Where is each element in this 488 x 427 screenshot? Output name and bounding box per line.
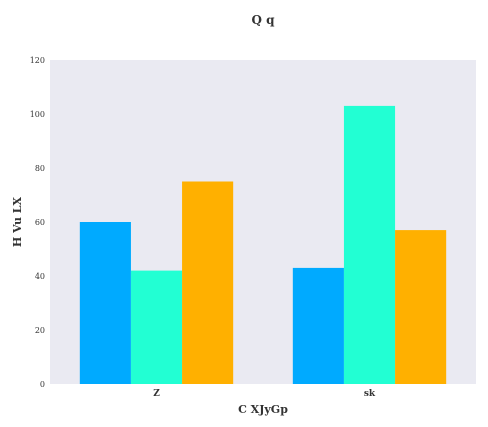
- bar-Z-series-1: [79, 222, 131, 384]
- y-axis-ticks: 0 20 40 60 80 100 120: [30, 56, 45, 389]
- x-tick-label: Z: [153, 389, 160, 399]
- y-tick-label: 120: [30, 56, 45, 65]
- y-axis-label: H Vu LX: [11, 196, 24, 247]
- x-axis-label: C XJyGp: [238, 403, 288, 416]
- bars-group: [79, 105, 447, 385]
- bar-sk-series-3: [395, 230, 447, 384]
- y-tick-label: 60: [35, 218, 45, 227]
- y-tick-label: 80: [35, 164, 45, 173]
- y-tick-label: 40: [35, 272, 45, 281]
- bar-sk-series-2: [343, 105, 396, 385]
- y-tick-label: 0: [40, 380, 45, 389]
- bar-sk-series-1: [292, 267, 344, 384]
- chart-title: Q q: [251, 13, 275, 27]
- x-tick-label: sk: [364, 389, 376, 399]
- y-tick-label: 100: [30, 110, 45, 119]
- y-tick-label: 20: [35, 326, 45, 335]
- bar-Z-series-2: [130, 270, 183, 384]
- bar-Z-series-3: [182, 181, 234, 384]
